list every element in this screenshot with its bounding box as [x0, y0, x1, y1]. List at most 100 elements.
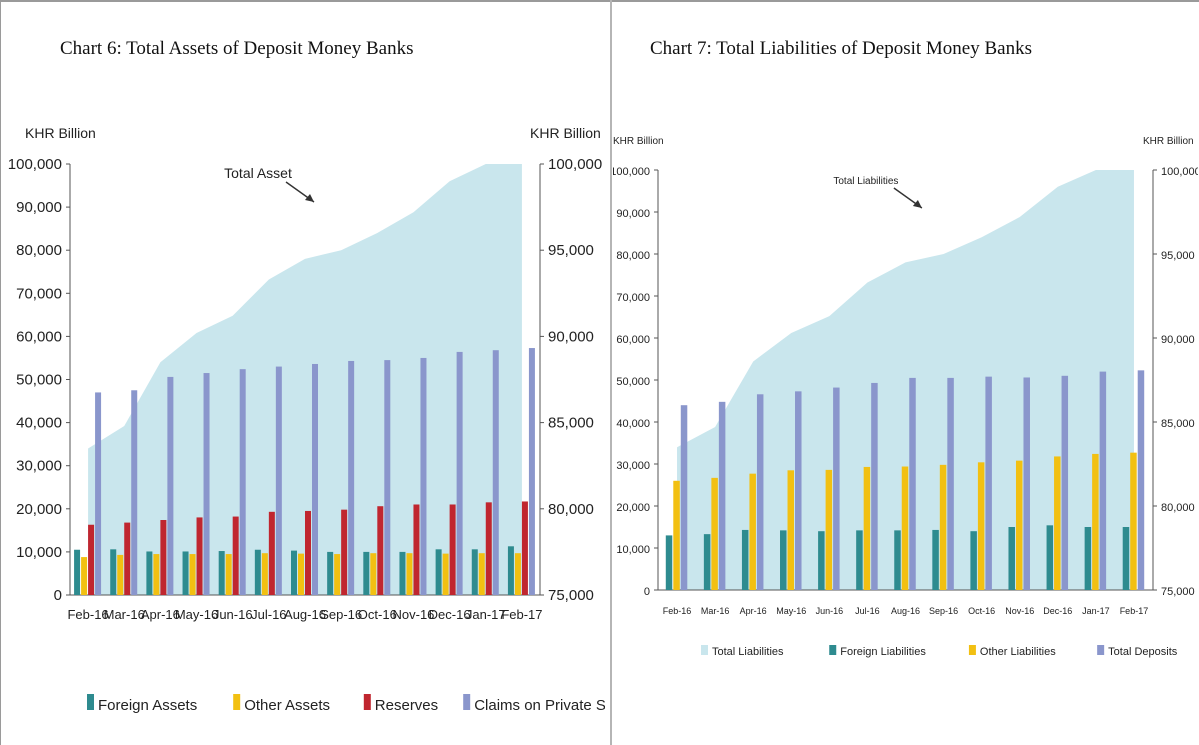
- bar-other-liabilities: [939, 464, 947, 590]
- bar-total-deposits: [718, 401, 726, 590]
- bar-other-assets: [406, 553, 413, 595]
- bar-foreign-liabilities: [1122, 527, 1130, 590]
- legend-label: Claims on Private Sector: [474, 697, 605, 714]
- annotation-arrowhead: [305, 194, 314, 202]
- bar-reserves: [485, 502, 492, 595]
- bar-total-deposits: [1023, 377, 1030, 590]
- y-tick-label-left: 100,000: [613, 166, 650, 178]
- x-tick-label: Jul-16: [251, 607, 286, 622]
- legend-label: Total Liabilities: [712, 646, 784, 658]
- bar-foreign-assets: [291, 550, 297, 595]
- bar-other-liabilities: [749, 473, 756, 590]
- bar-claims-on-private-sector: [275, 366, 282, 595]
- bar-total-deposits: [985, 376, 992, 590]
- y-tick-label-left: 20,000: [16, 501, 62, 518]
- y-tick-label-right: 75,000: [548, 587, 594, 604]
- legend-label: Reserves: [375, 697, 438, 714]
- y-tick-label-left: 90,000: [616, 208, 650, 220]
- y-tick-label-left: 70,000: [16, 285, 62, 302]
- bar-total-deposits: [756, 394, 764, 590]
- annotation-label: Total Asset: [224, 165, 292, 181]
- bar-other-liabilities: [863, 466, 871, 590]
- x-tick-label: Dec-16: [1043, 606, 1072, 616]
- bar-foreign-assets: [110, 549, 117, 595]
- bar-foreign-liabilities: [970, 531, 977, 590]
- bar-other-liabilities: [901, 466, 909, 590]
- bar-foreign-liabilities: [932, 529, 939, 590]
- x-tick-label: Dec-16: [429, 607, 471, 622]
- bar-other-assets: [81, 557, 88, 595]
- bar-reserves: [124, 522, 131, 595]
- y-tick-label-right: 80,000: [1161, 502, 1195, 514]
- bar-claims-on-private-sector: [95, 392, 102, 595]
- y-tick-label-left: 80,000: [16, 242, 62, 259]
- bar-total-deposits: [871, 382, 878, 590]
- bar-foreign-assets: [74, 549, 81, 595]
- bar-foreign-liabilities: [665, 535, 673, 590]
- bar-other-liabilities: [977, 462, 985, 590]
- bar-other-assets: [442, 553, 449, 595]
- y-tick-label-left: 50,000: [616, 376, 650, 388]
- bar-other-liabilities: [1130, 452, 1137, 590]
- bar-foreign-liabilities: [894, 530, 901, 590]
- bar-other-assets: [117, 554, 124, 595]
- y-tick-label-left: 90,000: [16, 199, 62, 216]
- panel-divider: [610, 0, 612, 745]
- y-tick-label-left: 60,000: [616, 334, 650, 346]
- bar-reserves: [88, 524, 95, 595]
- bar-total-deposits: [795, 391, 802, 590]
- y-tick-label-left: 30,000: [16, 458, 62, 475]
- bar-claims-on-private-sector: [492, 350, 499, 595]
- bar-foreign-assets: [327, 551, 334, 595]
- x-tick-label: Oct-16: [968, 606, 995, 616]
- x-tick-label: Mar-16: [701, 606, 730, 616]
- y-tick-label-left: 10,000: [16, 544, 62, 561]
- x-tick-label: Aug-16: [284, 607, 326, 622]
- x-tick-label: Feb-16: [67, 607, 108, 622]
- y-tick-label-left: 10,000: [616, 544, 650, 556]
- bar-claims-on-private-sector: [239, 369, 246, 595]
- y-tick-label-right: 90,000: [548, 328, 594, 345]
- y-tick-label-left: 70,000: [616, 292, 650, 304]
- x-tick-label: Jun-16: [816, 606, 844, 616]
- bar-foreign-assets: [435, 549, 442, 595]
- x-tick-label: Mar-16: [104, 607, 145, 622]
- bar-other-assets: [261, 553, 268, 595]
- bar-foreign-assets: [363, 551, 370, 595]
- y-axis-label-right: KHR Billion: [1143, 136, 1194, 147]
- bar-reserves: [160, 520, 167, 595]
- bar-total-deposits: [909, 377, 916, 590]
- y-tick-label-left: 0: [644, 586, 650, 598]
- y-tick-label-left: 30,000: [616, 460, 650, 472]
- y-tick-label-right: 95,000: [1161, 250, 1195, 262]
- bar-other-assets: [225, 554, 232, 595]
- bar-claims-on-private-sector: [167, 376, 174, 595]
- legend-label: Other Assets: [244, 697, 330, 714]
- x-tick-label: Sep-16: [929, 606, 958, 616]
- legend-swatch: [233, 694, 241, 710]
- x-tick-label: Aug-16: [891, 606, 920, 616]
- bar-foreign-liabilities: [1008, 527, 1015, 590]
- bar-other-assets: [370, 553, 377, 595]
- bar-total-deposits: [1061, 375, 1069, 590]
- x-tick-label: Jul-16: [855, 606, 880, 616]
- legend-swatch: [701, 645, 708, 655]
- legend-swatch: [87, 694, 94, 710]
- y-axis-label-right: KHR Billion: [530, 125, 601, 141]
- y-tick-label-right: 100,000: [1161, 166, 1198, 178]
- bar-other-liabilities: [1054, 456, 1061, 590]
- y-tick-label-left: 40,000: [616, 418, 650, 430]
- y-tick-label-right: 90,000: [1161, 334, 1195, 346]
- bar-other-liabilities: [673, 480, 680, 590]
- chart7-plot: 0 10,000 20,000 30,000 40,000 50,000 60,000 70,…: [613, 136, 1198, 658]
- bar-foreign-assets: [182, 551, 189, 595]
- bar-foreign-assets: [254, 549, 261, 595]
- bar-reserves: [449, 504, 456, 595]
- x-tick-label: Feb-16: [663, 606, 692, 616]
- bar-reserves: [268, 511, 275, 595]
- bar-other-assets: [298, 553, 304, 595]
- y-axis-label-left: KHR Billion: [25, 125, 96, 141]
- bar-reserves: [341, 509, 348, 595]
- bar-reserves: [232, 516, 239, 595]
- y-tick-label-right: 85,000: [1161, 418, 1195, 430]
